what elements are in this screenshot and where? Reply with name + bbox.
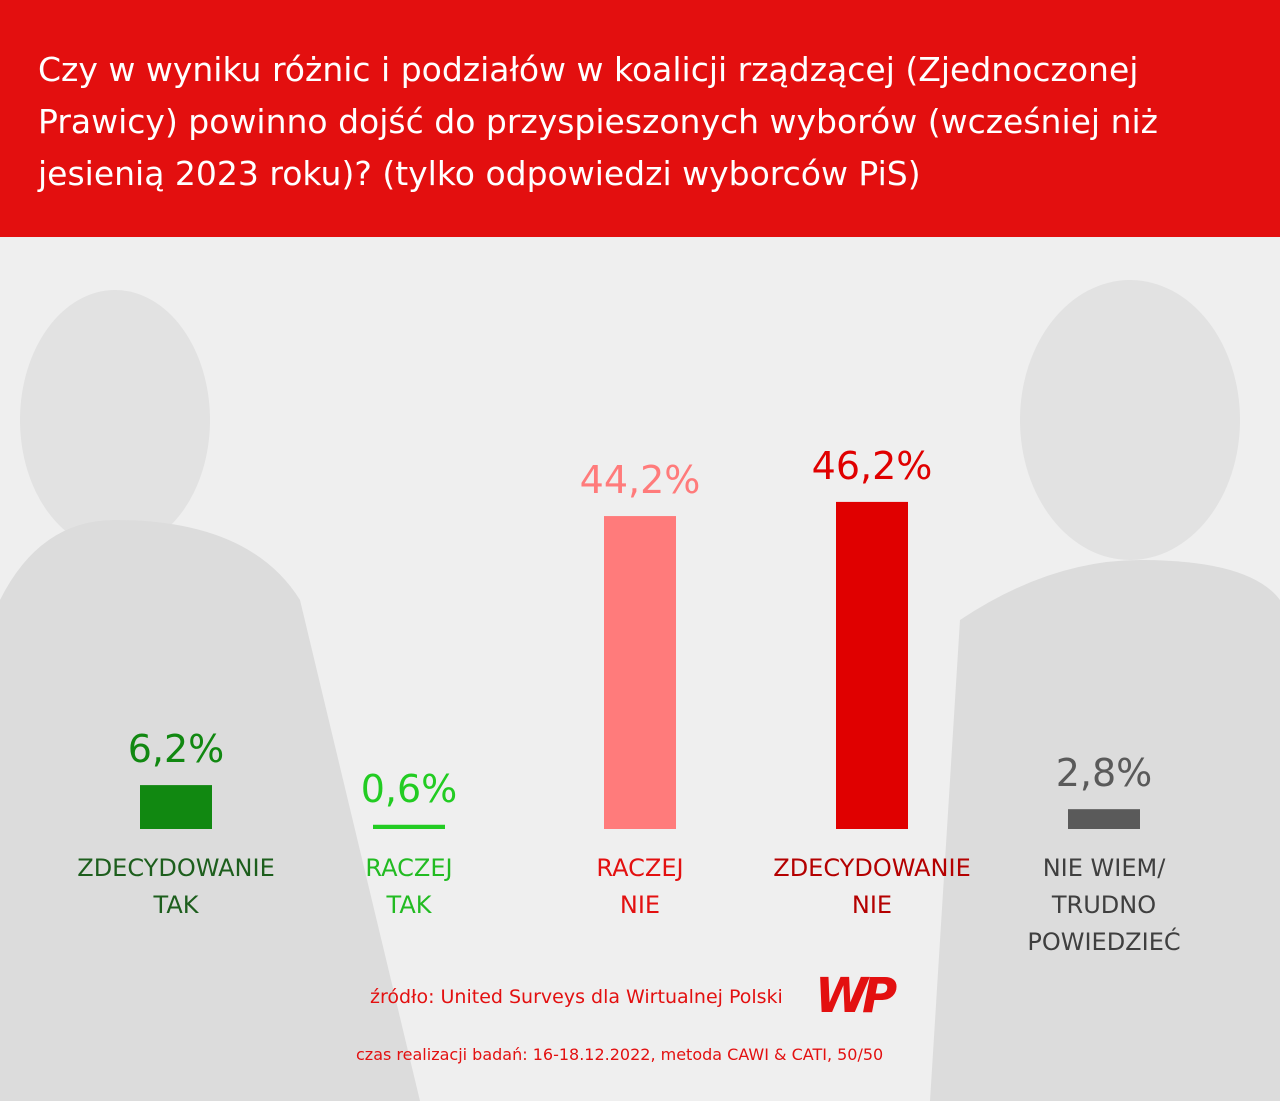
category-label: RACZEJ NIE xyxy=(596,854,684,919)
value-label: 46,2% xyxy=(811,443,933,488)
bar xyxy=(836,501,908,829)
category-label: RACZEJ TAK xyxy=(365,854,453,919)
value-label: 44,2% xyxy=(579,458,701,503)
value-label: 6,2% xyxy=(127,727,225,772)
bar xyxy=(140,785,212,829)
chart-title: Czy w wyniku różnic i podziałów w koalic… xyxy=(38,50,1158,193)
value-label: 2,8% xyxy=(1055,751,1153,796)
source: źródło: United Surveys dla Wirtualnej Po… xyxy=(370,986,783,1008)
bar xyxy=(373,824,445,829)
bar xyxy=(604,516,676,829)
footnote: czas realizacji badań: 16-18.12.2022, me… xyxy=(356,1045,884,1064)
category-label: ZDECYDOWANIE NIE xyxy=(773,854,971,919)
bar xyxy=(1068,809,1140,829)
category-label: ZDECYDOWANIE TAK xyxy=(77,854,275,919)
category-label: NIE WIEM/ TRUDNO POWIEDZIEĆ xyxy=(1027,854,1181,956)
title-banner xyxy=(0,0,1280,237)
person-right-body xyxy=(930,560,1280,1101)
person-right-head xyxy=(1020,280,1240,560)
logo: WP xyxy=(815,968,897,1024)
person-left-head xyxy=(20,290,210,550)
value-label: 0,6% xyxy=(360,766,458,811)
